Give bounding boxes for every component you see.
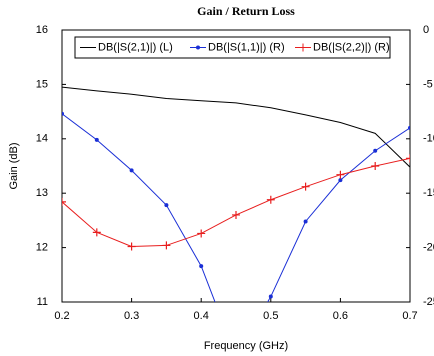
x-tick-label: 0.7 xyxy=(402,310,417,322)
point-marker xyxy=(232,210,240,219)
point-marker xyxy=(268,294,273,299)
point-marker xyxy=(336,170,345,179)
x-tick-label: 0.6 xyxy=(333,310,348,322)
legend-marker xyxy=(299,43,307,52)
point-marker xyxy=(127,242,136,251)
legend-label: DB(|S(2,1)|) (L) xyxy=(98,41,173,53)
point-marker xyxy=(266,195,275,204)
point-marker xyxy=(371,162,380,170)
x-tick-label: 0.5 xyxy=(263,310,278,322)
x-tick-label: 0.4 xyxy=(194,310,209,322)
point-marker xyxy=(197,229,206,238)
plot-frame xyxy=(61,29,411,303)
point-marker xyxy=(94,137,99,142)
point-marker xyxy=(199,264,204,269)
y-axis-label: Gain (dB) xyxy=(8,142,20,189)
x-tick-label: 0.2 xyxy=(54,310,69,322)
y-tick-label: 16 xyxy=(36,24,48,36)
series-line xyxy=(62,86,410,168)
legend-label: DB(|S(2,2)|) (R) xyxy=(313,41,390,53)
x-axis-label: Frequency (GHz) xyxy=(204,340,288,352)
point-marker xyxy=(62,197,66,206)
legend-box xyxy=(74,36,391,59)
point-marker xyxy=(373,148,378,153)
x-tick-label: 0.3 xyxy=(124,310,139,322)
y2-tick-label: -15 xyxy=(423,187,434,199)
point-marker xyxy=(301,182,310,191)
point-marker xyxy=(129,168,134,173)
y-tick-label: 14 xyxy=(36,133,48,145)
legend-label: DB(|S(1,1)|) (R) xyxy=(208,41,285,53)
series-line xyxy=(62,113,410,302)
y2-tick-label: -5 xyxy=(423,78,433,90)
y-tick-label: 15 xyxy=(36,78,48,90)
point-marker xyxy=(303,219,308,224)
y-tick-label: 12 xyxy=(36,242,48,254)
point-marker xyxy=(164,203,169,208)
point-marker xyxy=(162,241,171,250)
chart-title: Gain / Return Loss xyxy=(197,4,295,18)
y2-tick-label: -10 xyxy=(423,133,434,145)
point-marker xyxy=(406,154,410,163)
point-marker xyxy=(408,125,410,130)
y2-tick-label: -25 xyxy=(423,296,434,308)
point-marker xyxy=(338,178,343,183)
point-marker xyxy=(92,228,101,237)
y-tick-label: 13 xyxy=(36,187,48,199)
point-marker xyxy=(62,111,64,116)
y2-tick-label: 0 xyxy=(423,24,429,36)
y-tick-label: 11 xyxy=(37,296,48,308)
series-line xyxy=(62,157,410,248)
legend-marker xyxy=(196,45,200,50)
plot-area xyxy=(62,86,410,302)
y2-tick-label: -20 xyxy=(423,242,434,254)
